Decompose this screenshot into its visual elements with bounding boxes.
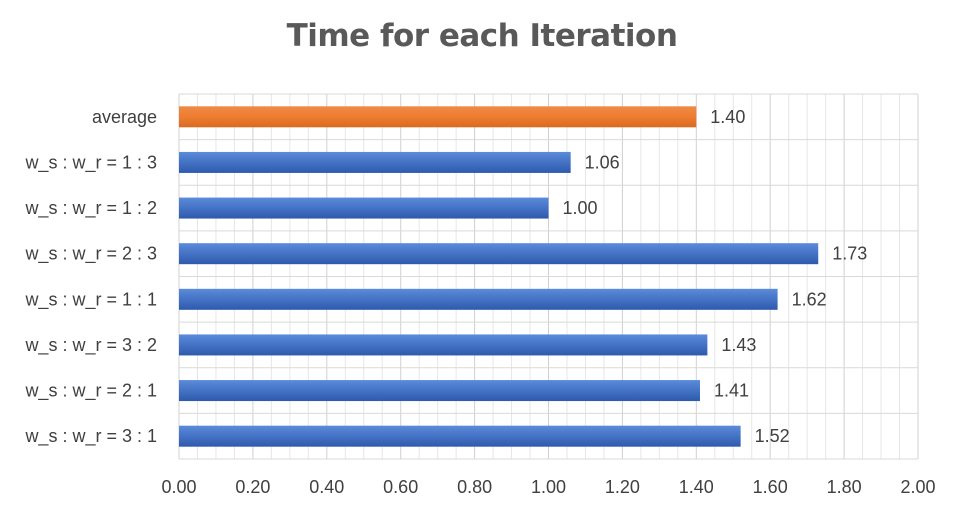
x-tick-label: 0.80 bbox=[457, 477, 492, 497]
data-label: 1.06 bbox=[585, 152, 620, 172]
x-tick-label: 1.60 bbox=[753, 477, 788, 497]
bar bbox=[179, 334, 708, 356]
x-tick-label: 0.40 bbox=[309, 477, 344, 497]
data-label: 1.40 bbox=[710, 107, 745, 127]
bar bbox=[179, 197, 549, 219]
data-label: 1.43 bbox=[721, 335, 756, 355]
gridlines bbox=[178, 93, 919, 460]
bar bbox=[179, 243, 819, 265]
category-label: w_s : w_r = 2 : 1 bbox=[24, 381, 157, 402]
x-tick-label: 1.20 bbox=[605, 477, 640, 497]
x-tick-label: 0.00 bbox=[161, 477, 196, 497]
labels: average 1.40 w_s : w_r = 1 : 3 1.06 w_s : w_… bbox=[24, 107, 935, 497]
bar bbox=[179, 151, 571, 173]
data-label: 1.62 bbox=[792, 289, 827, 309]
x-tick-label: 2.00 bbox=[900, 477, 935, 497]
category-label: w_s : w_r = 3 : 2 bbox=[24, 335, 157, 356]
x-tick-label: 1.00 bbox=[531, 477, 566, 497]
category-label: w_s : w_r = 3 : 1 bbox=[24, 426, 157, 447]
data-label: 1.41 bbox=[714, 381, 749, 401]
chart-title: Time for each Iteration bbox=[286, 18, 678, 54]
bars bbox=[179, 106, 819, 447]
data-label: 1.52 bbox=[755, 426, 790, 446]
x-tick-label: 1.80 bbox=[827, 477, 862, 497]
data-label: 1.00 bbox=[563, 198, 598, 218]
x-tick-label: 0.60 bbox=[383, 477, 418, 497]
category-label: w_s : w_r = 2 : 3 bbox=[24, 244, 157, 265]
bar bbox=[179, 425, 741, 447]
bar bbox=[179, 288, 778, 310]
category-label: w_s : w_r = 1 : 3 bbox=[24, 152, 157, 173]
data-label: 1.73 bbox=[832, 244, 867, 264]
category-label: average bbox=[92, 107, 157, 127]
x-tick-label: 1.40 bbox=[679, 477, 714, 497]
category-label: w_s : w_r = 1 : 1 bbox=[24, 289, 157, 310]
x-tick-label: 0.20 bbox=[235, 477, 270, 497]
bar bbox=[179, 106, 697, 128]
category-label: w_s : w_r = 1 : 2 bbox=[24, 198, 157, 219]
bar bbox=[179, 380, 700, 402]
